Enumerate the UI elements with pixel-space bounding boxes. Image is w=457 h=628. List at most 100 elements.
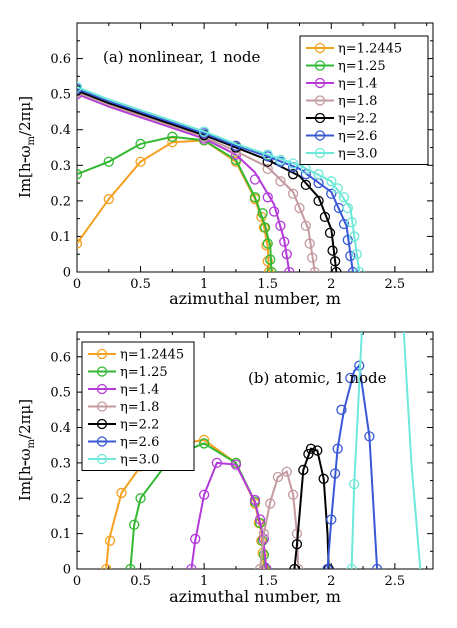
y-tick-label: 0.1	[50, 527, 71, 542]
legend-marker	[96, 348, 108, 360]
legend-marker	[96, 401, 108, 412]
legend: η=1.2445 η=1.25 η=1.4 η=1.8 η=2.2 η=2.6 η=3.0	[299, 35, 429, 165]
data-point	[254, 563, 266, 569]
data-point	[275, 176, 286, 187]
x-axis-label: azimuthal number, m	[169, 587, 341, 606]
data-point	[263, 266, 275, 272]
data-point	[77, 81, 83, 93]
data-point	[351, 249, 362, 260]
series-line	[77, 91, 316, 272]
data-point	[305, 443, 317, 454]
legend-label: η=3.0	[120, 453, 159, 468]
data-point	[186, 563, 197, 569]
series-group	[101, 332, 422, 569]
data-point	[303, 448, 314, 460]
data-point	[287, 169, 299, 180]
data-point	[349, 478, 360, 490]
data-point	[261, 563, 272, 569]
data-point	[103, 156, 114, 167]
x-tick-label: 1	[200, 574, 208, 589]
y-tick-label: 0	[63, 266, 71, 281]
data-point	[336, 404, 347, 415]
data-point	[313, 195, 324, 207]
legend-label: η=2.6	[120, 435, 159, 450]
legend-label: η=2.2	[120, 418, 159, 433]
data-point	[116, 487, 127, 499]
data-point	[129, 519, 140, 530]
legend-marker	[314, 42, 326, 54]
legend-marker	[96, 366, 108, 377]
data-point	[281, 466, 292, 477]
data-point	[313, 169, 324, 180]
y-tick-label: 0.4	[50, 123, 71, 138]
y-tick-label: 0.3	[50, 456, 71, 471]
data-point	[293, 563, 304, 569]
panel-b: 0 0.5 1 1.5 2 2.5 0 0.1 0.2 0.3 0.4 0.5 0.6 (b) ato…	[16, 331, 434, 606]
panel-annotation: (a) nonlinear, 1 node	[103, 48, 261, 66]
data-point	[338, 218, 350, 230]
legend-label: η=1.25	[120, 365, 168, 380]
data-point	[349, 231, 360, 242]
x-tick-label: 1.5	[257, 574, 278, 589]
data-point	[332, 443, 343, 454]
data-point	[135, 493, 146, 504]
data-point	[125, 563, 136, 569]
data-point	[261, 240, 272, 251]
data-point	[345, 372, 356, 384]
y-tick-label: 0	[63, 563, 71, 578]
series-line	[77, 135, 273, 272]
data-point	[198, 126, 210, 137]
legend-label: η=1.8	[338, 94, 377, 109]
data-point	[347, 266, 359, 272]
x-ticks: 0 0.5 1 1.5 2 2.5	[73, 23, 428, 292]
series-line	[77, 86, 361, 272]
data-point	[294, 202, 305, 214]
x-tick-label: 0.5	[130, 277, 151, 292]
data-point	[254, 517, 266, 529]
legend-marker	[314, 130, 326, 141]
data-point	[262, 192, 273, 203]
x-ticks: 0 0.5 1 1.5 2 2.5	[73, 332, 428, 589]
x-tick-label: 1	[200, 277, 208, 292]
data-point	[309, 266, 320, 272]
legend-label: η=2.2	[338, 112, 377, 127]
series-line	[293, 447, 330, 569]
data-point	[257, 208, 268, 219]
data-point	[265, 498, 276, 509]
y-tick-label: 0.6	[50, 52, 71, 67]
data-point	[272, 471, 284, 483]
data-point	[284, 266, 295, 272]
data-point	[249, 192, 261, 203]
y-tick-label: 0.3	[50, 159, 71, 174]
data-point	[329, 468, 341, 479]
data-point	[275, 154, 286, 166]
data-point	[326, 176, 337, 187]
data-point	[371, 563, 383, 569]
series-group	[77, 81, 365, 272]
legend-marker	[96, 436, 108, 447]
legend-label: η=3.0	[338, 147, 377, 162]
x-tick-label: 2.5	[385, 277, 406, 292]
series-line	[77, 89, 338, 272]
data-point	[322, 563, 333, 569]
legend-label: η=1.8	[120, 400, 159, 415]
data-point	[364, 431, 375, 442]
data-point	[307, 252, 318, 263]
series-line	[350, 332, 363, 569]
series-line	[326, 363, 379, 569]
y-tick-label: 0.2	[50, 492, 71, 507]
data-point	[190, 533, 201, 545]
data-point	[346, 217, 357, 228]
series-line	[402, 332, 422, 569]
data-point	[211, 457, 223, 469]
data-point	[104, 535, 116, 546]
y-axis-label: Im[h ωm/2πμ]	[16, 399, 37, 501]
y-tick-label: 0.4	[50, 421, 71, 436]
data-point	[319, 211, 331, 223]
legend-marker	[314, 60, 326, 71]
panel-annotation: (b) atomic, 1 node	[248, 369, 387, 387]
legend-label: η=1.2445	[120, 348, 184, 363]
data-point	[230, 459, 242, 470]
data-point	[77, 169, 83, 180]
